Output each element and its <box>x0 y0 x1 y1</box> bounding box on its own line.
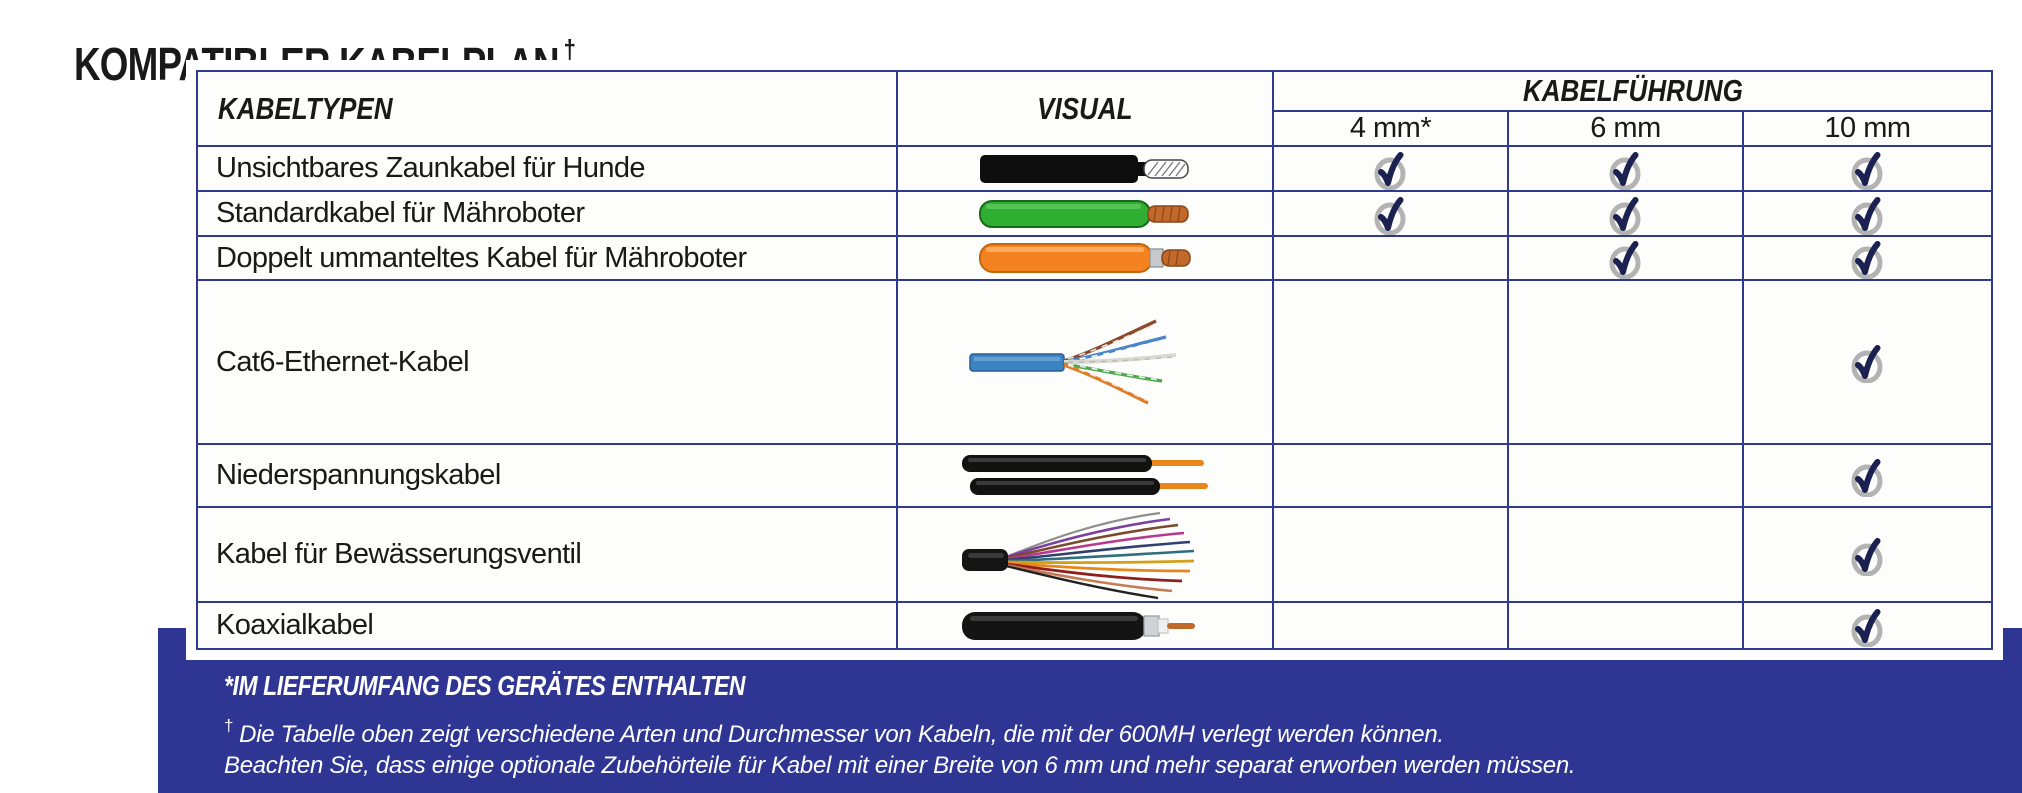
cable-type-label: Doppelt ummanteltes Kabel für Mähroboter <box>196 235 898 281</box>
routing-10mm-cell <box>1742 601 1993 650</box>
irrigation-valve-cable-image <box>896 506 1274 603</box>
table-footnote: † Die Tabelle oben zeigt verschiedene Art… <box>224 712 1992 750</box>
compatible-cable-table-card: KABELTYPEN VISUAL KABELFÜHRUNG 4 mm* 6 m… <box>196 70 1993 650</box>
routing-6mm-cell <box>1507 506 1744 603</box>
column-header-4mm: 4 mm* <box>1272 110 1509 147</box>
routing-4mm-cell <box>1272 601 1509 650</box>
footer-notes: *IM LIEFERUMFANG DES GERÄTES ENTHALTEN †… <box>224 670 1992 781</box>
cable-type-label: Niederspannungskabel <box>196 443 898 508</box>
included-in-delivery-note: *IM LIEFERUMFANG DES GERÄTES ENTHALTEN <box>224 670 746 701</box>
check-icon <box>1607 238 1644 278</box>
footnote-dagger-mark: † <box>224 716 234 735</box>
cat6-ethernet-cable-image <box>896 279 1274 445</box>
title-dagger-mark: † <box>563 34 576 66</box>
footer-panel: *IM LIEFERUMFANG DES GERÄTES ENTHALTEN †… <box>158 628 2022 793</box>
invisible-dog-fence-cable-image <box>896 145 1274 192</box>
check-icon <box>1607 148 1644 189</box>
check-icon <box>1849 534 1886 576</box>
routing-6mm-cell <box>1507 235 1744 281</box>
check-icon <box>1849 605 1886 647</box>
table-footnote-text: Die Tabelle oben zeigt verschiedene Arte… <box>239 721 1444 748</box>
low-voltage-cable-image <box>896 443 1274 508</box>
cable-type-label: Kabel für Bewässerungsventil <box>196 506 898 603</box>
accessory-footnote: Beachten Sie, dass einige optionale Zube… <box>224 752 1576 779</box>
check-icon <box>1849 341 1886 383</box>
check-icon <box>1849 148 1886 189</box>
routing-6mm-cell <box>1507 601 1744 650</box>
routing-10mm-cell <box>1742 145 1993 192</box>
routing-10mm-cell <box>1742 279 1993 445</box>
table-row: Standardkabel für Mähroboter <box>196 190 1993 237</box>
column-header-cable-types: KABELTYPEN <box>196 70 898 147</box>
routing-4mm-cell <box>1272 279 1509 445</box>
routing-4mm-cell <box>1272 443 1509 508</box>
cable-type-label: Koaxialkabel <box>196 601 898 650</box>
double-jacketed-mower-cable-image <box>896 235 1274 281</box>
standard-robot-mower-cable-image <box>896 190 1274 237</box>
routing-6mm-cell <box>1507 279 1744 445</box>
check-icon <box>1849 193 1886 234</box>
cable-type-label: Unsichtbares Zaunkabel für Hunde <box>196 145 898 192</box>
routing-4mm-cell <box>1272 145 1509 192</box>
check-icon <box>1607 193 1644 234</box>
routing-4mm-cell <box>1272 235 1509 281</box>
table-row: Niederspannungskabel <box>196 443 1993 508</box>
routing-10mm-cell <box>1742 506 1993 603</box>
check-icon <box>1372 193 1409 234</box>
check-icon <box>1372 148 1409 189</box>
routing-4mm-cell <box>1272 190 1509 237</box>
routing-4mm-cell <box>1272 506 1509 603</box>
coaxial-cable-image <box>896 601 1274 650</box>
routing-10mm-cell <box>1742 190 1993 237</box>
table-row: Koaxialkabel <box>196 601 1993 650</box>
column-header-cable-routing: KABELFÜHRUNG <box>1272 70 1993 112</box>
cable-type-label: Standardkabel für Mähroboter <box>196 190 898 237</box>
table-row: Kabel für Bewässerungsventil <box>196 506 1993 603</box>
routing-6mm-cell <box>1507 190 1744 237</box>
table-row: Unsichtbares Zaunkabel für Hunde <box>196 145 1993 192</box>
table-row: Doppelt ummanteltes Kabel für Mähroboter <box>196 235 1993 281</box>
column-header-10mm: 10 mm <box>1742 110 1993 147</box>
column-header-visual: VISUAL <box>896 70 1274 147</box>
routing-10mm-cell <box>1742 235 1993 281</box>
routing-6mm-cell <box>1507 443 1744 508</box>
check-icon <box>1849 238 1886 278</box>
table-row: Cat6-Ethernet-Kabel <box>196 279 1993 445</box>
routing-6mm-cell <box>1507 145 1744 192</box>
column-header-6mm: 6 mm <box>1507 110 1744 147</box>
cable-type-label: Cat6-Ethernet-Kabel <box>196 279 898 445</box>
check-icon <box>1849 455 1886 497</box>
compatible-cable-table: KABELTYPEN VISUAL KABELFÜHRUNG 4 mm* 6 m… <box>196 70 1993 650</box>
routing-10mm-cell <box>1742 443 1993 508</box>
